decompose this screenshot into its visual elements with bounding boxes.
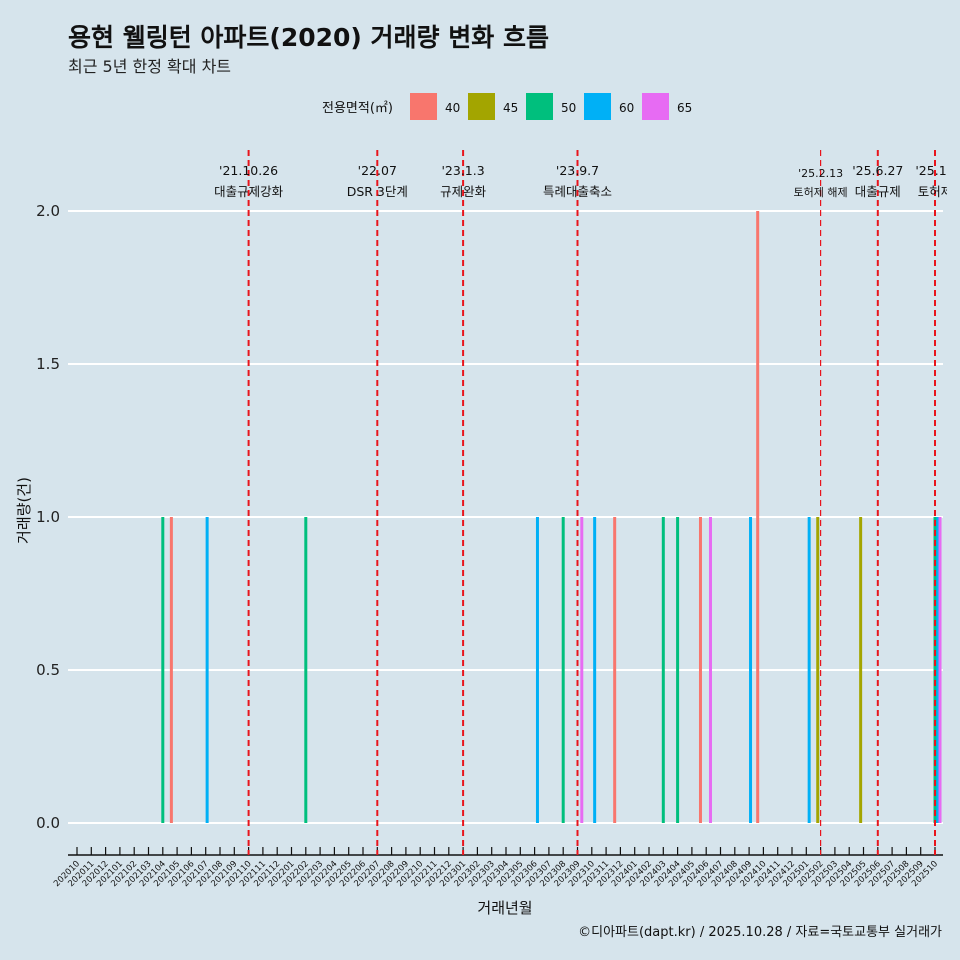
plot-clip <box>947 150 960 210</box>
bar <box>756 211 760 823</box>
bar <box>161 517 165 823</box>
y-tick-label: 1.0 <box>36 508 60 526</box>
event-label: 토허제 해제 <box>794 185 848 199</box>
bar <box>613 517 617 823</box>
bar <box>938 517 942 823</box>
event-label: 대출규제 <box>855 184 901 199</box>
event-date: '23.1.3 <box>441 163 484 178</box>
y-tick-label: 0.5 <box>36 661 60 679</box>
chart-title: 용현 웰링턴 아파트(2020) 거래량 변화 흐름 <box>68 23 549 52</box>
legend-label: 65 <box>677 101 692 115</box>
event-label: DSR 3단계 <box>347 184 408 199</box>
y-axis-label: 거래량(건) <box>14 477 33 544</box>
bar <box>807 517 811 823</box>
event-date: '23.9.7 <box>556 163 599 178</box>
legend-swatch <box>468 93 495 120</box>
legend-label: 40 <box>445 101 460 115</box>
bar <box>205 517 209 823</box>
bar <box>169 517 173 823</box>
bar <box>698 517 702 823</box>
bar <box>749 517 753 823</box>
event-date: '25.6.27 <box>852 163 903 178</box>
legend-label: 50 <box>561 101 576 115</box>
caption: ©디아파트(dapt.kr) / 2025.10.28 / 자료=국토교통부 실… <box>578 925 942 940</box>
bar <box>593 517 597 823</box>
event-label: 특례대출축소 <box>543 184 612 199</box>
bar <box>304 517 308 823</box>
legend-label: 60 <box>619 101 634 115</box>
bar <box>936 517 940 823</box>
bar <box>661 517 665 823</box>
bar <box>859 517 863 823</box>
event-label: 대출규제강화 <box>214 184 284 199</box>
legend-label: 45 <box>503 101 518 115</box>
event-date: '25.2.13 <box>798 167 843 180</box>
bar <box>676 517 680 823</box>
y-tick-label: 1.5 <box>36 355 60 373</box>
event-label: 규제완화 <box>440 184 487 199</box>
y-tick-label: 2.0 <box>36 202 60 220</box>
legend-swatch <box>642 93 669 120</box>
legend-swatch <box>584 93 611 120</box>
event-date: '22.07 <box>358 163 397 178</box>
x-axis-label: 거래년월 <box>477 899 533 917</box>
bar <box>561 517 565 823</box>
bar <box>535 517 539 823</box>
bar <box>816 517 820 823</box>
bar <box>580 517 584 823</box>
event-date: '21.10.26 <box>219 163 278 178</box>
legend-swatch <box>526 93 553 120</box>
legend-swatch <box>410 93 437 120</box>
event-label: 토허제 <box>918 184 953 199</box>
chart-subtitle: 최근 5년 한정 확대 차트 <box>68 57 232 76</box>
event-date: '25.10 <box>915 163 954 178</box>
legend-title: 전용면적(㎡) <box>322 101 393 116</box>
y-tick-label: 0.0 <box>36 814 60 832</box>
bar <box>708 517 712 823</box>
